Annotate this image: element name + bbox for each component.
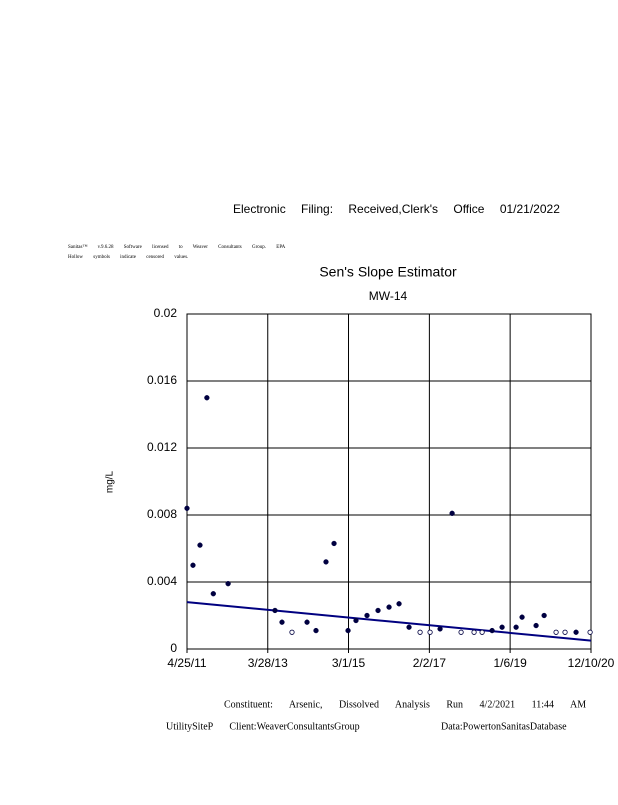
software-note: Sanitas™ v.9.6.28 Software licensed to W… xyxy=(68,244,286,250)
filing-stamp: Electronic Filing: Received,Clerk's Offi… xyxy=(233,202,560,216)
x-tick-label: 12/10/20 xyxy=(568,656,615,670)
y-axis-label: mg/L xyxy=(105,470,116,493)
x-tick-label: 2/2/17 xyxy=(413,656,447,670)
data-point xyxy=(396,601,402,607)
data-point xyxy=(323,559,329,565)
data-point xyxy=(375,607,381,614)
x-tick-label: 3/28/13 xyxy=(248,656,288,670)
y-tick-label: 0 xyxy=(170,641,177,655)
chart-title: Sen's Slope Estimator xyxy=(319,264,457,280)
data-point xyxy=(204,395,210,401)
data-point xyxy=(279,619,285,625)
data-point xyxy=(499,624,505,630)
x-tick-label: 3/1/15 xyxy=(332,656,366,670)
data-point xyxy=(553,629,559,635)
trend-line xyxy=(186,601,592,642)
data-point xyxy=(489,627,495,634)
data-point xyxy=(513,624,519,630)
y-tick-label: 0.02 xyxy=(154,306,178,320)
y-tick-label: 0.008 xyxy=(147,507,177,521)
plot-frame xyxy=(186,313,592,650)
footer-constituent: Constituent: Arsenic, Dissolved Analysis… xyxy=(224,699,586,710)
data-point xyxy=(437,626,443,632)
data-point xyxy=(386,604,392,610)
data-point xyxy=(272,607,278,614)
data-point xyxy=(573,629,579,635)
data-point xyxy=(353,617,359,624)
data-point xyxy=(417,629,423,635)
data-point xyxy=(197,542,203,548)
data-point xyxy=(519,614,525,620)
data-point xyxy=(364,612,370,619)
data-point xyxy=(210,591,216,597)
data-point xyxy=(479,629,485,635)
footer-data: Data:PowertonSanitasDatabase xyxy=(441,721,567,732)
data-point xyxy=(289,629,295,635)
censored-note: Hollow symbols indicate censored values. xyxy=(68,255,188,260)
data-point xyxy=(184,505,190,511)
footer-client: UtilitySiteP Client:WeaverConsultantsGro… xyxy=(166,721,360,732)
y-tick-label: 0.012 xyxy=(147,440,177,454)
data-point xyxy=(190,562,196,568)
data-point xyxy=(449,510,455,516)
data-point xyxy=(427,629,433,635)
data-point xyxy=(345,627,351,634)
y-tick-label: 0.004 xyxy=(147,574,177,588)
data-point xyxy=(406,624,412,630)
chart-subtitle: MW-14 xyxy=(369,289,408,303)
data-point xyxy=(533,622,539,629)
data-point xyxy=(562,629,568,635)
data-point xyxy=(587,629,593,635)
data-point xyxy=(225,581,231,587)
x-tick-label: 1/6/19 xyxy=(493,656,527,670)
data-point xyxy=(458,629,464,635)
data-point xyxy=(471,629,477,635)
data-point xyxy=(541,612,547,619)
data-point xyxy=(304,619,310,625)
data-point xyxy=(313,627,319,634)
x-tick-label: 4/25/11 xyxy=(167,656,206,670)
y-tick-label: 0.016 xyxy=(147,373,177,387)
data-point xyxy=(331,540,337,547)
